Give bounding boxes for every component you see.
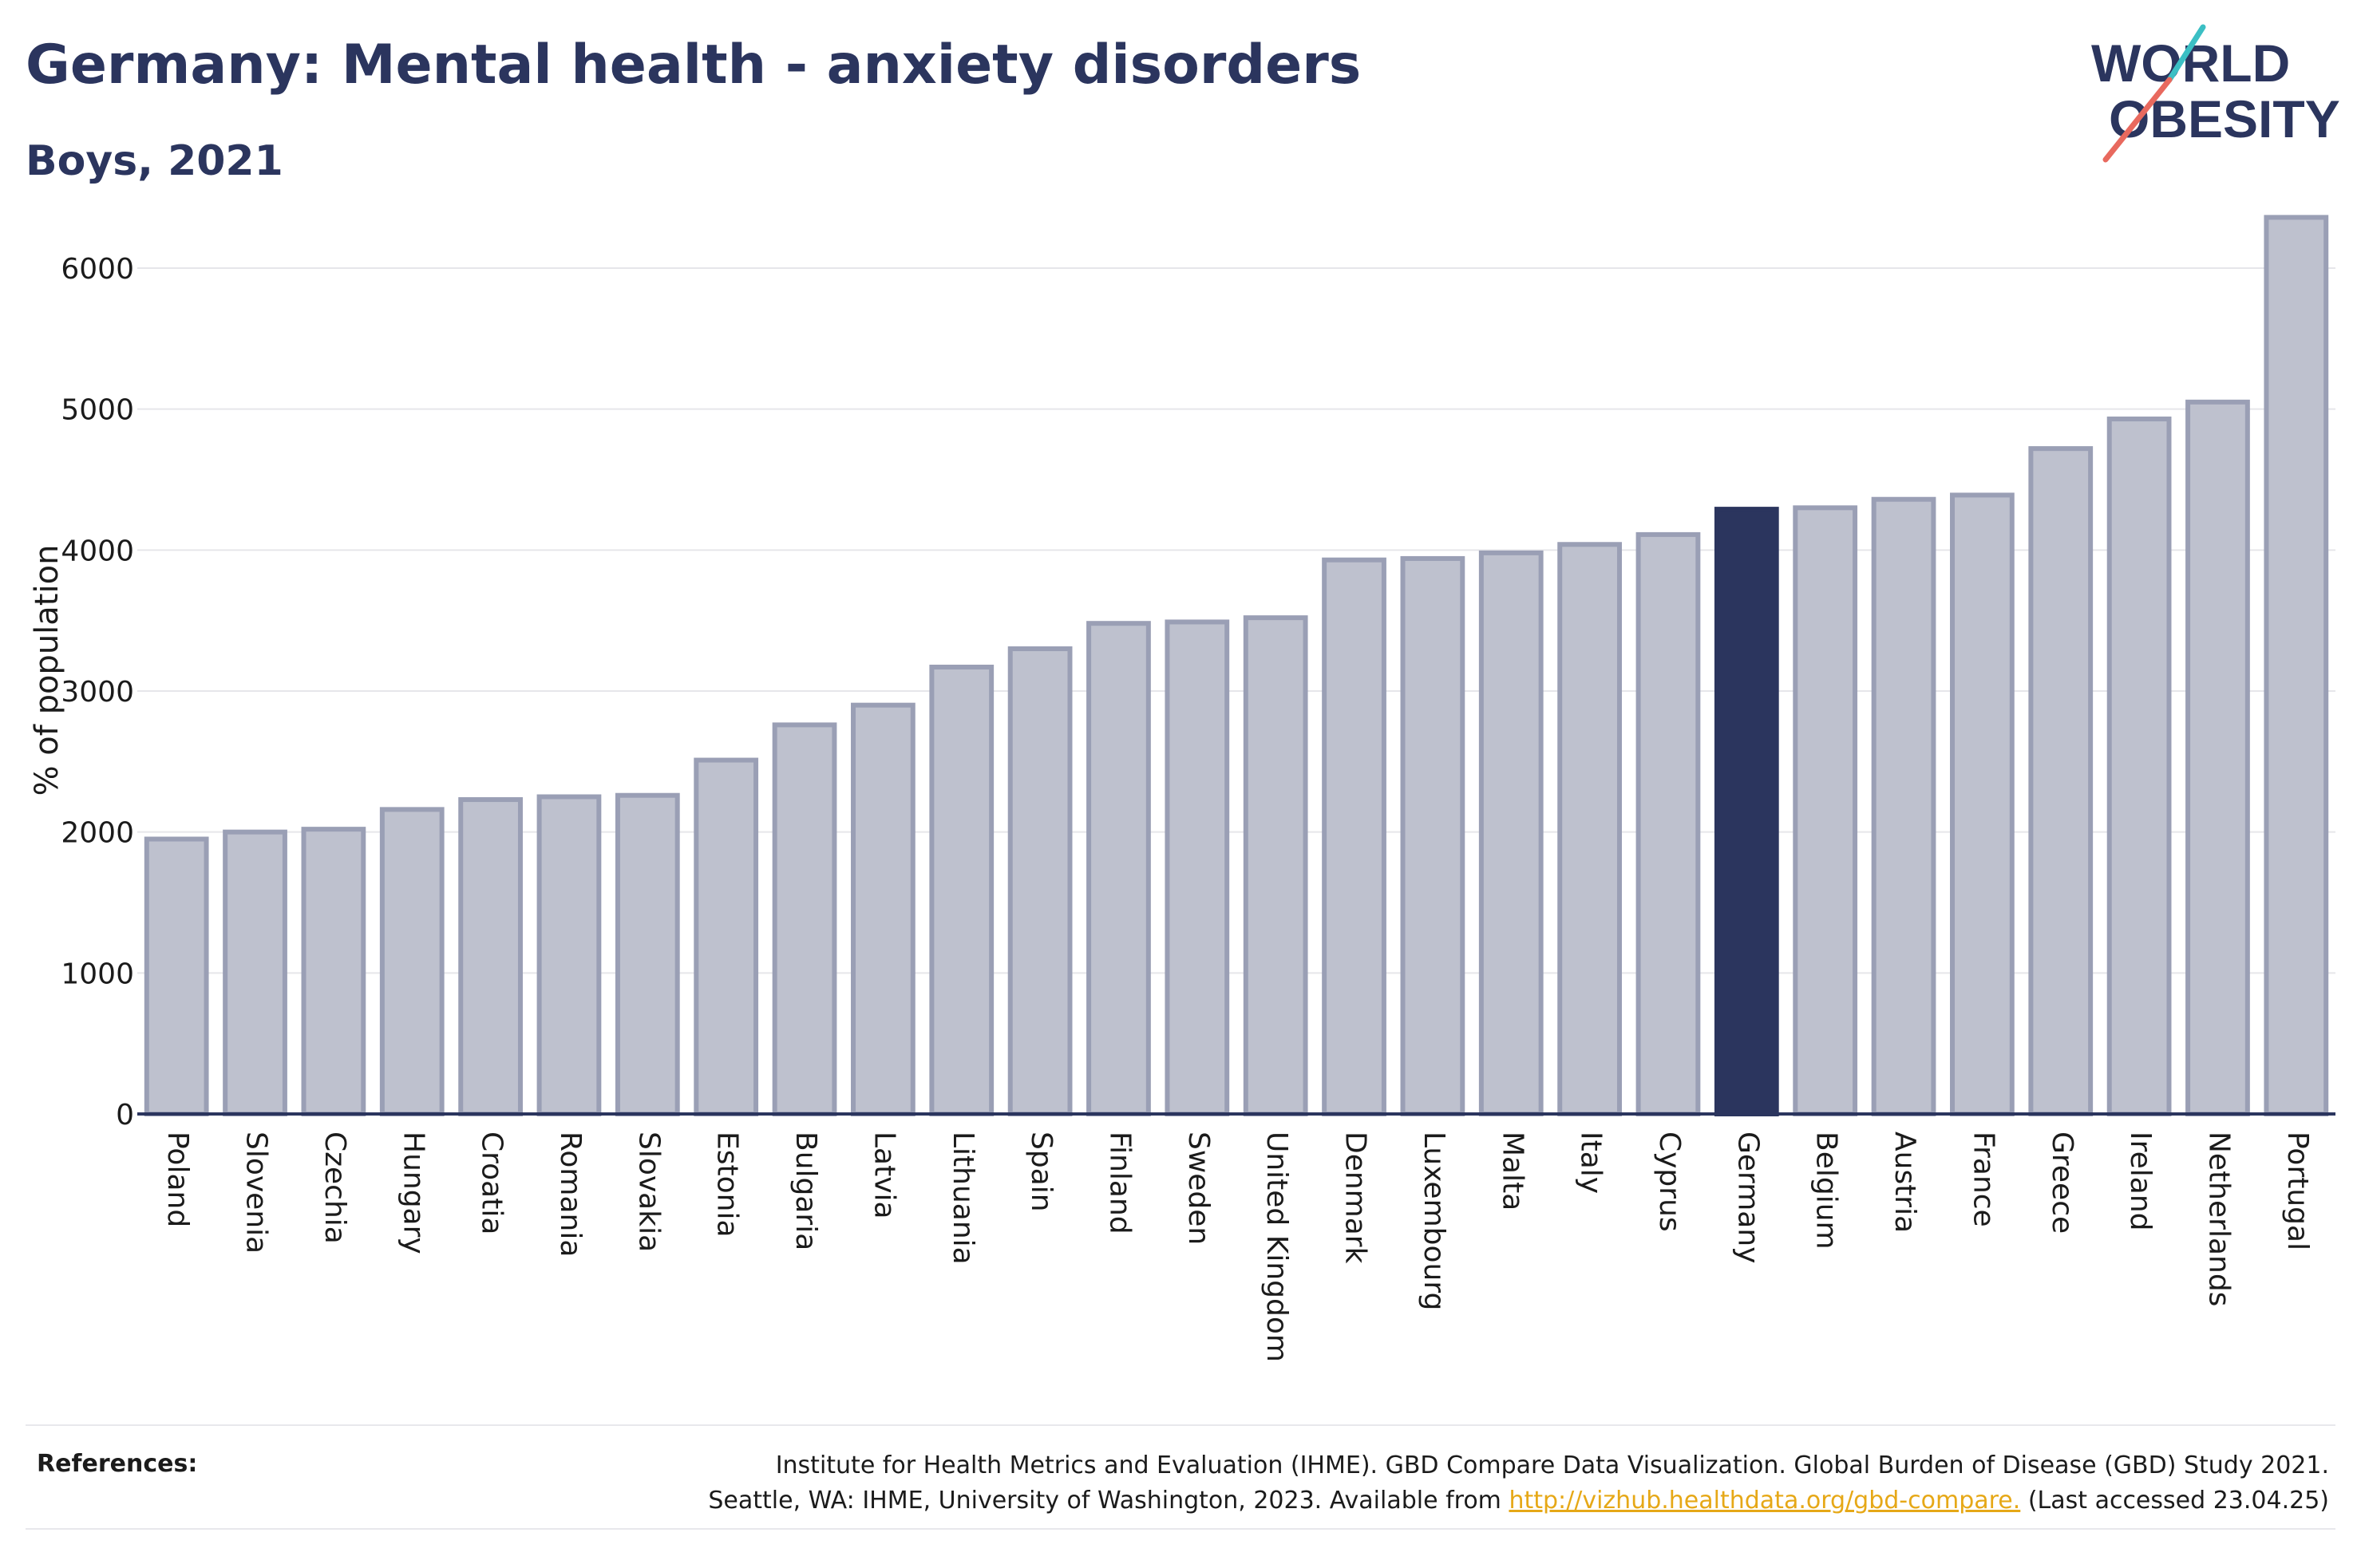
x-tick-label-poland: Poland — [161, 1132, 194, 1227]
references-text: Institute for Health Metrics and Evaluat… — [708, 1448, 2329, 1519]
y-tick-label-2000: 2000 — [61, 817, 134, 850]
y-tick-label-4000: 4000 — [61, 535, 134, 567]
bar-lithuania — [929, 664, 995, 1116]
bar-austria — [1871, 496, 1936, 1116]
bar-portugal — [2264, 215, 2329, 1116]
bars-layer — [144, 215, 2329, 1117]
bar-united-kingdom — [1243, 615, 1308, 1116]
labels-layer: 0 1000 2000 3000 4000 5000 6000 Poland Slovenia C… — [61, 253, 2313, 1362]
references-line-1: Institute for Health Metrics and Evaluat… — [775, 1451, 2329, 1479]
bar-czechia — [301, 827, 366, 1116]
references-panel: References: Institute for Health Metrics… — [26, 1424, 2335, 1530]
x-tick-label-sweden: Sweden — [1182, 1132, 1215, 1245]
chart-title: Germany: Mental health - anxiety disorde… — [26, 34, 1362, 97]
x-tick-label-latvia: Latvia — [868, 1132, 900, 1219]
bar-italy — [1557, 542, 1622, 1116]
y-tick-label-1000: 1000 — [61, 958, 134, 990]
bar-romania — [536, 794, 602, 1116]
world-obesity-logo: WORLD OBESITY — [2091, 24, 2340, 163]
x-tick-label-austria: Austria — [1888, 1132, 1921, 1233]
x-tick-label-spain: Spain — [1025, 1132, 1058, 1212]
bar-sweden — [1165, 619, 1230, 1116]
y-tick-label-6000: 6000 — [61, 253, 134, 286]
x-tick-label-portugal: Portugal — [2281, 1132, 2314, 1250]
bar-spain — [1007, 646, 1073, 1116]
x-tick-label-slovenia: Slovenia — [240, 1132, 273, 1254]
logo-slash-teal — [2166, 24, 2206, 83]
bar-bulgaria — [772, 722, 837, 1117]
logo-text-obesity: OBESITY — [2109, 89, 2340, 148]
references-line-2-prefix: Seattle, WA: IHME, University of Washing… — [708, 1487, 1509, 1515]
bar-latvia — [851, 702, 916, 1116]
bar-greece — [2028, 446, 2094, 1116]
x-tick-label-slovakia: Slovakia — [632, 1132, 665, 1252]
bar-belgium — [1793, 505, 1858, 1116]
x-tick-label-finland: Finland — [1103, 1132, 1136, 1234]
references-label: References: — [37, 1450, 198, 1478]
bar-slovenia — [223, 829, 287, 1116]
bar-ireland — [2106, 417, 2172, 1116]
y-tick-label-3000: 3000 — [61, 676, 134, 709]
x-tick-label-lithuania: Lithuania — [947, 1132, 979, 1265]
x-tick-label-luxembourg: Luxembourg — [1418, 1132, 1450, 1310]
x-tick-label-italy: Italy — [1575, 1132, 1608, 1194]
bar-hungary — [379, 807, 445, 1117]
bar-cyprus — [1635, 531, 1701, 1116]
chart-subtitle: Boys, 2021 — [26, 137, 283, 185]
bar-chart: 0 1000 2000 3000 4000 5000 6000 Poland Slovenia C… — [29, 215, 2335, 1362]
x-tick-label-united-kingdom: United Kingdom — [1260, 1132, 1293, 1362]
x-tick-label-france: France — [1967, 1132, 1999, 1227]
x-tick-label-greece: Greece — [2046, 1132, 2078, 1234]
y-tick-label-5000: 5000 — [61, 394, 134, 427]
bar-slovakia — [615, 792, 680, 1116]
y-axis-label: % of population — [29, 545, 65, 796]
x-tick-label-malta: Malta — [1496, 1132, 1529, 1211]
x-tick-label-czechia: Czechia — [318, 1132, 351, 1244]
bar-poland — [144, 836, 209, 1116]
x-tick-label-netherlands: Netherlands — [2202, 1132, 2235, 1306]
references-line-2-suffix: (Last accessed 23.04.25) — [2020, 1487, 2329, 1515]
bar-finland — [1086, 621, 1151, 1116]
y-tick-label-0: 0 — [116, 1099, 134, 1132]
x-tick-label-bulgaria: Bulgaria — [789, 1132, 822, 1250]
bar-denmark — [1322, 557, 1386, 1116]
bar-malta — [1478, 550, 1544, 1116]
bar-estonia — [694, 757, 759, 1116]
x-tick-label-croatia: Croatia — [476, 1132, 508, 1234]
x-tick-label-ireland: Ireland — [2124, 1132, 2157, 1231]
references-line-2: Seattle, WA: IHME, University of Washing… — [708, 1483, 2329, 1519]
bar-croatia — [458, 797, 523, 1116]
x-tick-label-germany: Germany — [1731, 1132, 1764, 1263]
x-tick-label-denmark: Denmark — [1339, 1132, 1372, 1264]
x-tick-label-romania: Romania — [554, 1132, 587, 1257]
references-link[interactable]: http://vizhub.healthdata.org/gbd-compare… — [1509, 1487, 2021, 1515]
bar-luxembourg — [1400, 555, 1465, 1116]
x-tick-label-cyprus: Cyprus — [1653, 1132, 1686, 1232]
x-tick-label-belgium: Belgium — [1810, 1132, 1843, 1250]
bar-france — [1950, 492, 2015, 1116]
x-tick-label-estonia: Estonia — [711, 1132, 744, 1238]
logo-slash-coral — [2102, 77, 2173, 163]
x-tick-label-hungary: Hungary — [397, 1132, 429, 1254]
bar-netherlands — [2185, 399, 2250, 1117]
bar-germany — [1714, 507, 1779, 1116]
